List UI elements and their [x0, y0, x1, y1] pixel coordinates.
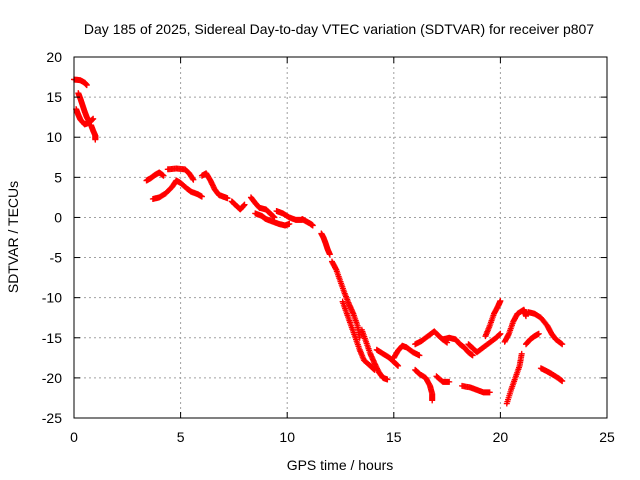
data-point: [90, 115, 97, 122]
y-tick-label: 0: [54, 209, 62, 225]
x-tick-label: 5: [177, 429, 185, 445]
y-tick-labels: 20 15 10 5 0 -5 -10 -15 -20 -25: [42, 49, 62, 426]
y-tick-label: 10: [46, 129, 62, 145]
y-tick-label: 5: [54, 169, 62, 185]
y-tick-label: -25: [42, 410, 62, 426]
data-point: [286, 220, 293, 227]
data-point: [395, 362, 402, 369]
x-tick-label: 15: [386, 429, 402, 445]
data-point: [198, 193, 205, 200]
data-point: [190, 176, 197, 183]
data-point: [224, 195, 231, 202]
y-tick-label: -10: [42, 290, 62, 306]
data-point: [160, 172, 167, 179]
chart-title: Day 185 of 2025, Sidereal Day-to-day VTE…: [84, 21, 594, 37]
data-point: [559, 378, 566, 385]
y-tick-label: -20: [42, 370, 62, 386]
axis-ticks: [73, 56, 608, 419]
data-point: [92, 136, 99, 143]
data-point: [497, 297, 504, 304]
y-tick-label: 15: [46, 89, 62, 105]
y-tick-label: -5: [50, 250, 63, 266]
data-points: [71, 76, 566, 407]
x-tick-label: 20: [493, 429, 509, 445]
data-point: [446, 378, 453, 385]
x-tick-label: 0: [70, 429, 78, 445]
data-point: [486, 389, 493, 396]
y-axis-label: SDTVAR / TECUs: [5, 181, 21, 293]
data-point: [416, 352, 423, 359]
data-point: [518, 350, 525, 357]
plot-frame: [73, 56, 608, 419]
data-point: [384, 376, 391, 383]
data-point: [497, 330, 504, 337]
x-tick-labels: 0 5 10 15 20 25: [70, 429, 615, 445]
data-point: [558, 340, 565, 347]
x-tick-label: 10: [279, 429, 295, 445]
x-tick-label: 25: [599, 429, 615, 445]
data-point: [522, 313, 529, 320]
y-tick-label: -15: [42, 330, 62, 346]
data-point: [469, 352, 476, 359]
data-point: [241, 201, 248, 208]
data-point: [309, 222, 316, 229]
data-point: [535, 330, 542, 337]
data-point: [83, 82, 90, 89]
x-axis-label: GPS time / hours: [287, 457, 394, 473]
data-point: [429, 397, 436, 404]
y-tick-label: 20: [46, 49, 62, 65]
data-point: [559, 341, 566, 348]
grid-lines: [74, 57, 607, 418]
data-point: [326, 251, 333, 258]
